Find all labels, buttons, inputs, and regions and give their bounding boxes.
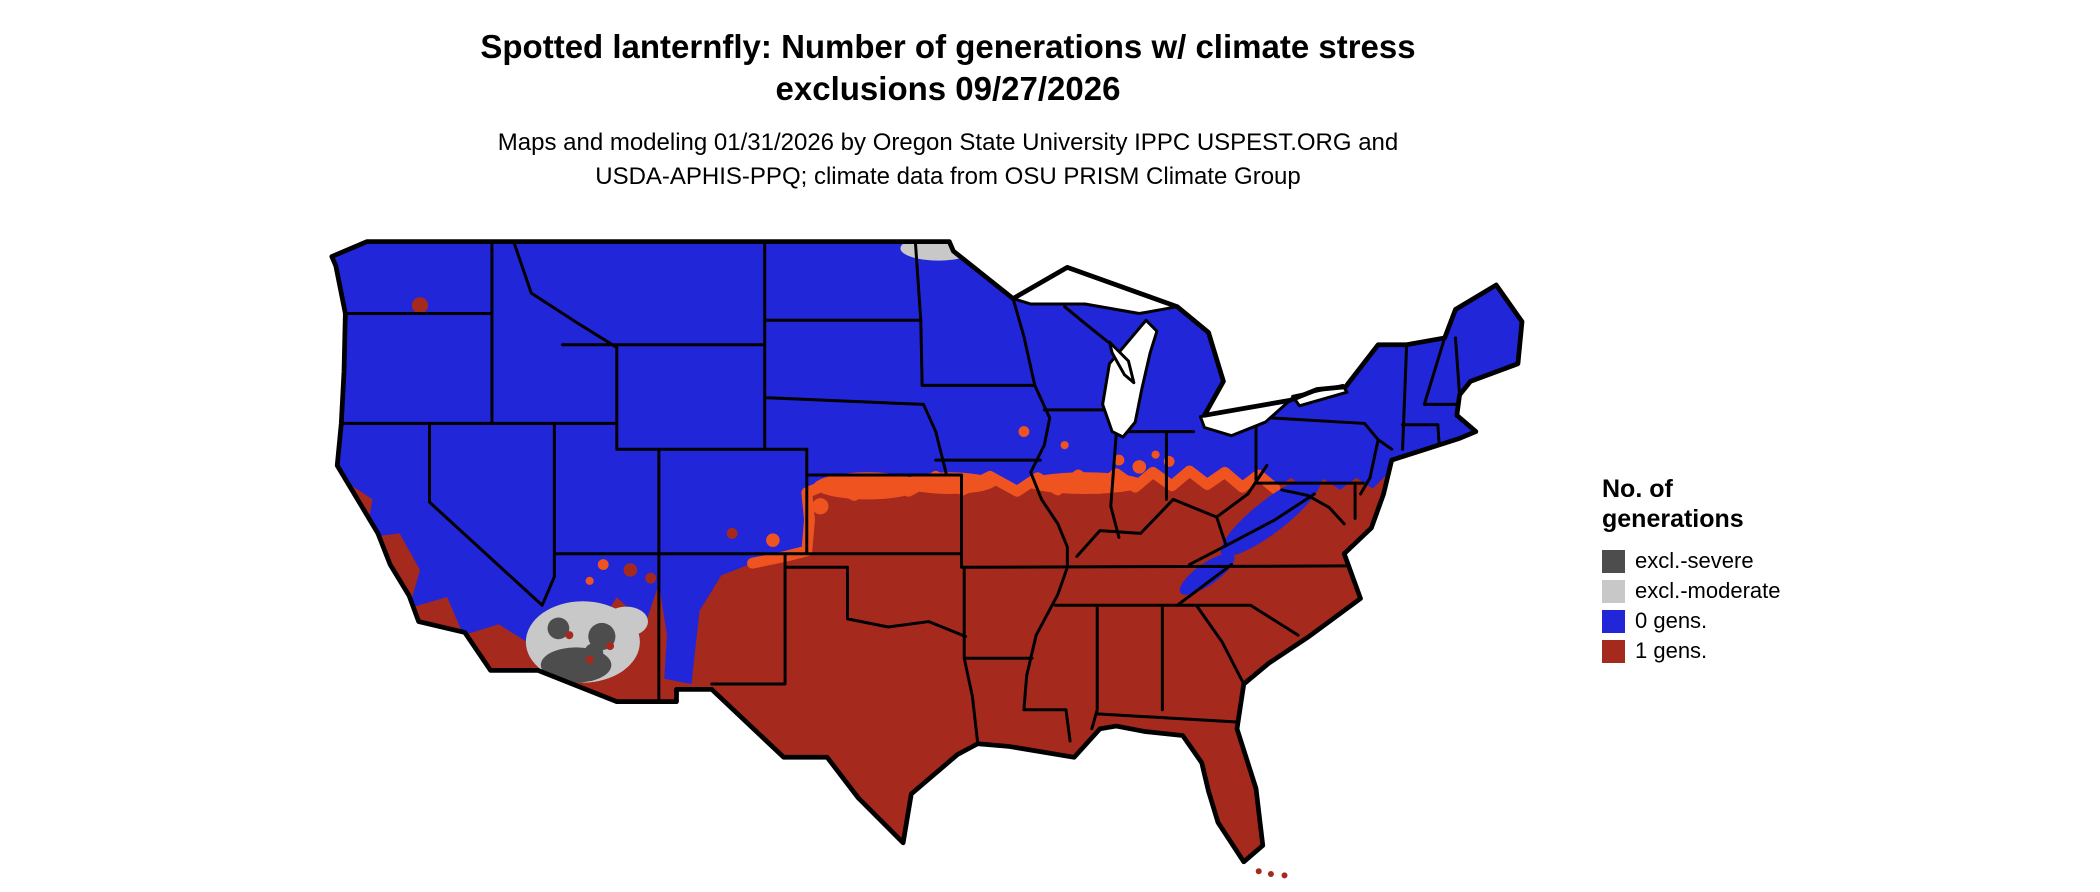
legend-title-line-1: No. of	[1602, 475, 1673, 503]
title-line-1: Spotted lanternfly: Number of generation…	[480, 28, 1416, 65]
legend-title-line-2: generations	[1602, 505, 1744, 533]
legend-swatch-excl-severe	[1602, 549, 1625, 573]
title-line-2: exclusions 09/27/2026	[775, 70, 1121, 108]
legend-title: No. of generations	[1602, 474, 1902, 534]
exclusion-severe-patches	[540, 617, 616, 683]
page-title: Spotted lanternfly: Number of generation…	[0, 26, 1896, 110]
transition-hotspots	[585, 426, 1175, 585]
great-lakes	[1011, 265, 1349, 439]
subtitle: Maps and modeling 01/31/2026 by Oregon S…	[0, 126, 1896, 193]
subtitle-line-1: Maps and modeling 01/31/2026 by Oregon S…	[497, 129, 1399, 157]
legend-swatch-excl-moderate	[1602, 579, 1625, 603]
legend-item-excl-moderate: excl.-moderate	[1602, 578, 1902, 604]
subtitle-line-2: USDA-APHIS-PPQ; climate data from OSU PR…	[595, 163, 1301, 191]
us-map-svg	[325, 228, 1560, 879]
florida-keys	[1255, 868, 1288, 879]
legend-label-excl-severe: excl.-severe	[1635, 548, 1754, 573]
legend-item-one-gen: 1 gens.	[1602, 638, 1902, 664]
map-legend: No. of generations excl.-severe excl.-mo…	[1602, 474, 1902, 668]
state-borders	[339, 241, 1462, 746]
legend-label-one-gen: 1 gens.	[1635, 638, 1708, 663]
legend-label-excl-moderate: excl.-moderate	[1635, 578, 1781, 603]
us-map	[325, 228, 1560, 892]
legend-label-zero-gens: 0 gens.	[1635, 608, 1708, 633]
green-bay	[1107, 340, 1136, 385]
title-block: Spotted lanternfly: Number of generation…	[0, 26, 1896, 194]
legend-swatch-zero-gens	[1602, 609, 1625, 633]
legend-item-excl-severe: excl.-severe	[1602, 548, 1902, 574]
legend-swatch-one-gen	[1602, 639, 1625, 663]
red-speckles	[411, 297, 738, 664]
legend-item-zero-gens: 0 gens.	[1602, 608, 1902, 634]
